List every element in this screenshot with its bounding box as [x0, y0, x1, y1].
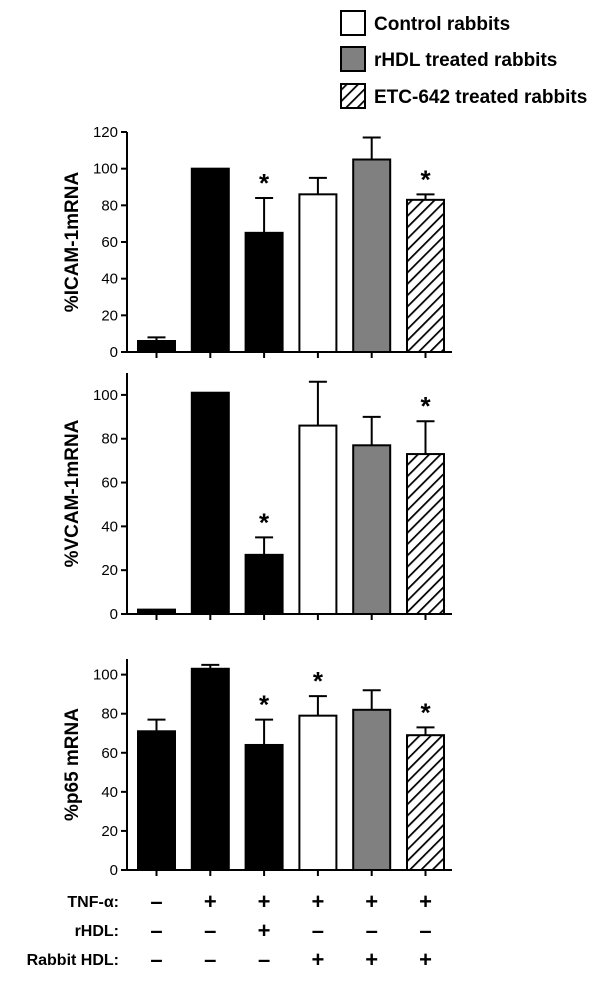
bar [352, 708, 392, 872]
condition-symbol: – [312, 918, 324, 943]
condition-symbol: + [419, 889, 432, 914]
significance-star: * [259, 690, 270, 720]
bar [298, 714, 338, 871]
legend-swatch-etc642 [340, 83, 366, 109]
y-tick-label: 100 [93, 667, 118, 684]
legend-item-etc642: ETC-642 treated rabbits [340, 83, 587, 109]
condition-label: rHDL: [75, 923, 119, 940]
condition-symbol: – [204, 918, 216, 943]
y-axis-label: %ICAM-1mRNA [62, 172, 83, 313]
condition-label: TNF-α: [67, 894, 119, 911]
y-tick-label: 0 [110, 344, 118, 361]
bar [406, 198, 445, 353]
condition-symbol: + [204, 889, 217, 914]
legend-swatch-rhdl [340, 46, 366, 72]
y-tick-label: 20 [101, 823, 118, 840]
significance-star: * [313, 666, 324, 696]
condition-symbol: – [419, 918, 431, 943]
y-tick-label: 20 [101, 307, 118, 324]
condition-symbol: – [150, 889, 162, 914]
legend-label-rhdl: rHDL treated rabbits [374, 50, 557, 71]
bar [352, 158, 392, 353]
condition-symbol: – [366, 918, 378, 943]
bar [406, 453, 445, 615]
bar [244, 231, 284, 353]
bar [137, 340, 176, 353]
y-tick-label: 120 [93, 124, 118, 141]
condition-symbol: + [258, 889, 271, 914]
bar [244, 553, 284, 616]
significance-star: * [259, 507, 270, 537]
bar [352, 444, 392, 615]
legend-swatch-control [340, 10, 366, 36]
y-tick-label: 0 [110, 606, 118, 623]
legend-item-control: Control rabbits [340, 10, 510, 36]
p65-chart: 0 20 40 60 80 100 %p65 mRNA * * * [62, 659, 452, 879]
y-tick-label: 40 [101, 271, 118, 288]
condition-symbol: + [365, 889, 378, 914]
bar [244, 743, 284, 871]
y-tick-label: 60 [101, 475, 118, 492]
legend-item-rhdl: rHDL treated rabbits [340, 46, 557, 72]
condition-symbol: + [419, 947, 432, 972]
significance-star: * [420, 164, 431, 194]
condition-symbol: + [311, 947, 324, 972]
bar [298, 424, 338, 615]
y-tick-label: 20 [101, 562, 118, 579]
vcam-chart: 0 20 40 60 80 100 %VCAM-1mRNA * * [62, 373, 452, 623]
condition-label: Rabbit HDL: [27, 952, 119, 969]
bar [298, 193, 338, 353]
y-axis-label: %p65 mRNA [62, 708, 83, 821]
y-tick-label: 80 [101, 197, 118, 214]
bar [137, 608, 176, 615]
bar [190, 167, 230, 353]
condition-symbol: – [204, 947, 216, 972]
legend: Control rabbits rHDL treated rabbits ETC… [340, 10, 587, 109]
y-tick-label: 60 [101, 745, 118, 762]
y-tick-label: 80 [101, 706, 118, 723]
bar [137, 730, 176, 872]
significance-star: * [420, 391, 431, 421]
condition-symbol: – [258, 947, 270, 972]
icam-chart: 0 20 40 60 80 100 120 %ICAM-1mRNA * * [62, 124, 452, 361]
y-tick-label: 100 [93, 161, 118, 178]
legend-label-control: Control rabbits [374, 14, 510, 35]
condition-symbol: + [365, 947, 378, 972]
condition-symbol: – [150, 918, 162, 943]
significance-star: * [420, 697, 431, 727]
bar [190, 667, 230, 871]
y-tick-label: 0 [110, 862, 118, 879]
y-axis-label: %VCAM-1mRNA [62, 419, 83, 567]
condition-symbol: – [150, 947, 162, 972]
condition-table: TNF-α: – + + + + + rHDL: – – + – – – Rabbit HDL: – – – + + + [27, 889, 432, 972]
legend-label-etc642: ETC-642 treated rabbits [374, 87, 587, 108]
significance-star: * [259, 168, 270, 198]
condition-symbol: + [311, 889, 324, 914]
condition-symbol: + [258, 918, 271, 943]
bar [406, 734, 445, 872]
y-tick-label: 100 [93, 387, 118, 404]
y-tick-label: 60 [101, 234, 118, 251]
y-tick-label: 80 [101, 431, 118, 448]
bar [190, 391, 230, 615]
y-tick-label: 40 [101, 784, 118, 801]
y-tick-label: 40 [101, 518, 118, 535]
